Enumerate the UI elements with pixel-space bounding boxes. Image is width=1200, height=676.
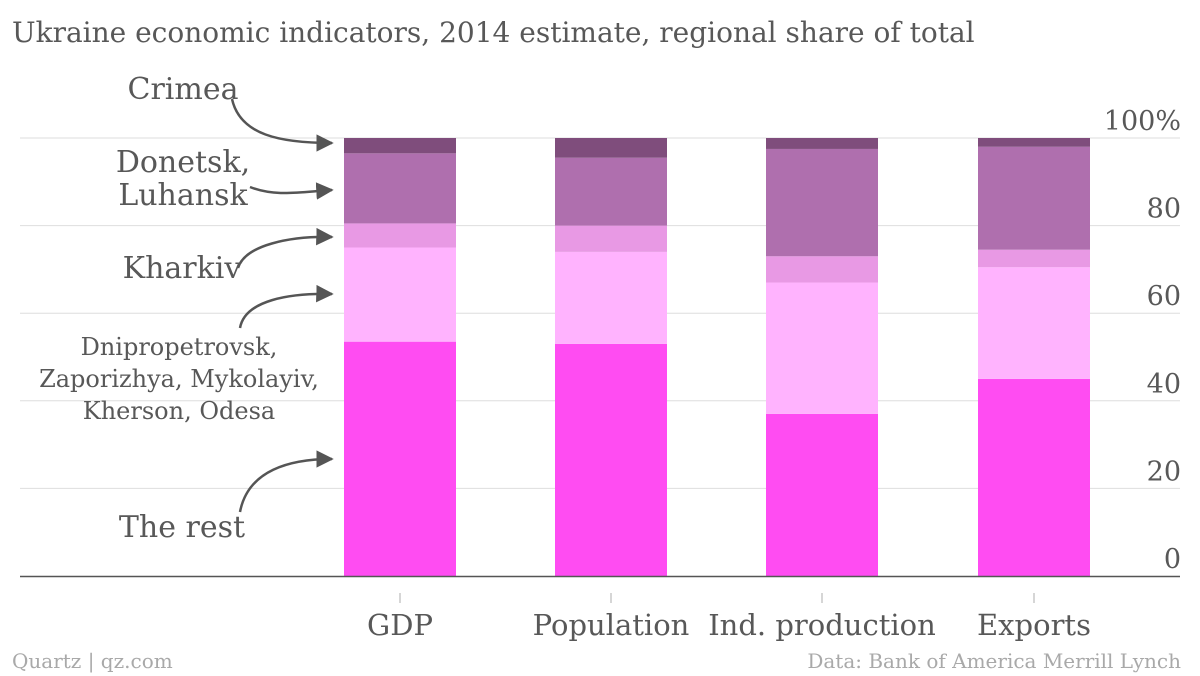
bar-gdp-donetsk-luhansk (344, 153, 456, 224)
y-tick-label: 20 (1147, 456, 1181, 487)
footer-source: Data: Bank of America Merrill Lynch (807, 649, 1181, 673)
x-tick-label: GDP (367, 608, 433, 642)
bar-exports-donetsk-luhansk (978, 146, 1090, 250)
x-tick-label: Ind. production (708, 608, 936, 642)
y-tick-label: 80 (1147, 194, 1181, 225)
series-arrow-the-rest (238, 450, 334, 513)
series-label-donetsk-luhansk: Donetsk, Luhansk (116, 145, 250, 213)
x-tick-label: Exports (977, 608, 1091, 642)
bar-exports-kharkiv (978, 249, 1090, 268)
bar-gdp-dnipropetrovsk-zaporizhya-mykolayiv-kherson-odesa (344, 247, 456, 342)
y-axis-ticks: 0 20 40 60 80 100% (1104, 106, 1181, 575)
bar-exports-dnipropetrovsk-zaporizhya-mykolayiv-kherson-odesa (978, 267, 1090, 379)
y-tick-label: 60 (1147, 281, 1181, 312)
chart-title: Ukraine economic indicators, 2014 estima… (12, 16, 975, 49)
y-tick-label: 40 (1147, 369, 1181, 400)
bar-gdp-crimea (344, 138, 456, 154)
bar-population-donetsk-luhansk (555, 157, 667, 226)
series-arrow-dnipropetrovsk-zaporizhya-mykolayiv-kherson-odesa (238, 284, 334, 329)
bar-ind-production-the-rest (766, 413, 878, 576)
bar-ind-production-crimea (766, 138, 878, 149)
series-label-kharkiv: Kharkiv (123, 251, 242, 286)
bar-exports-the-rest (978, 378, 1090, 576)
bar-gdp-kharkiv (344, 223, 456, 248)
series-arrow-donetsk-luhansk (249, 182, 334, 200)
series-label-dnipropetrovsk-zaporizhya-mykolayiv-kherson-odesa: Dnipropetrovsk, Zaporizhya, Mykolayiv, Khe… (39, 333, 319, 425)
bar-population-the-rest (555, 343, 667, 576)
bar-ind-production-dnipropetrovsk-zaporizhya-mykolayiv-kherson-odesa (766, 282, 878, 414)
series-label-crimea: Crimea (128, 72, 239, 107)
series-annotations: The rest Dnipropetrovsk, Zaporizhya, Mykol… (39, 72, 334, 545)
bar-population-kharkiv (555, 225, 667, 252)
footer-credit: Quartz | qz.com (12, 649, 173, 674)
y-tick-label: 0 (1164, 544, 1181, 575)
y-tick-label: 100% (1104, 106, 1181, 137)
series-arrow-kharkiv (236, 227, 334, 269)
bar-population-crimea (555, 138, 667, 158)
bar-exports-crimea (978, 138, 1090, 147)
bar-ind-production-donetsk-luhansk (766, 148, 878, 257)
bar-gdp-the-rest (344, 341, 456, 576)
series-label-the-rest: The rest (119, 510, 245, 545)
bar-ind-production-kharkiv (766, 256, 878, 283)
x-axis-ticks: GDP Population Ind. production Exports (367, 593, 1091, 642)
bars (344, 138, 1090, 576)
series-arrow-crimea (230, 98, 334, 152)
x-tick-label: Population (533, 608, 690, 642)
bar-population-dnipropetrovsk-zaporizhya-mykolayiv-kherson-odesa (555, 251, 667, 344)
